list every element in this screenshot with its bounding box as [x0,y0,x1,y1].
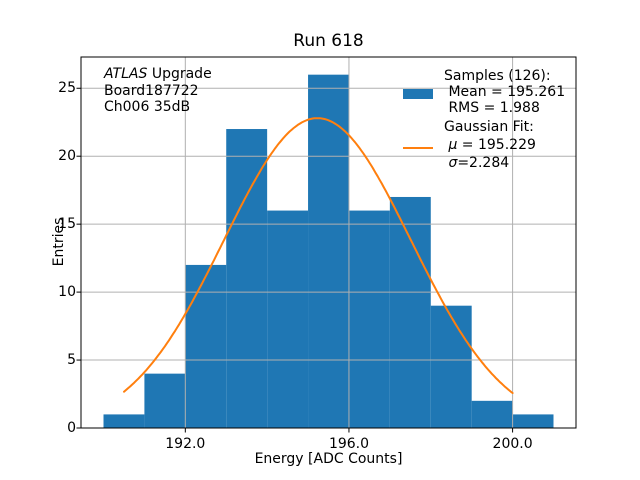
legend: Samples (126): Mean = 195.261 RMS = 1.98… [395,62,590,174]
legend-fit-header: Gaussian Fit: [444,119,534,135]
legend-rms-label: RMS = 1.988 [444,100,540,116]
mu-symbol: μ [444,137,458,153]
histogram-bar [471,400,513,428]
legend-mu-label: μ = 195.229 [444,137,536,153]
histogram-bar [267,210,309,428]
legend-samples-header: Samples (126): [444,68,551,84]
histogram-bar [185,264,227,428]
histogram-bar [389,196,431,428]
legend-samples-swatch [403,89,433,99]
annotation-upgrade: Upgrade [147,66,212,82]
histogram-bar [430,305,472,428]
x-axis-label: Energy [ADC Counts] [254,451,403,467]
sigma-symbol: σ [444,155,458,171]
histogram-bar [103,414,145,428]
annotation-line-3: Ch006 35dB [104,99,191,115]
annotation-block: ATLAS Upgrade Board187722 Ch006 35dB [104,66,212,116]
annotation-atlas: ATLAS [104,66,148,82]
x-tick-label: 192.0 [165,436,206,452]
y-tick-label: 20 [58,148,76,165]
histogram-bar [512,414,554,428]
sigma-value: =2.284 [457,155,510,171]
chart-title: Run 618 [293,31,364,51]
y-tick-label: 5 [67,352,76,369]
histogram-bar [348,210,390,428]
y-tick-label: 10 [58,284,76,301]
y-tick-label: 25 [58,80,76,97]
annotation-line-1: ATLAS Upgrade [104,66,212,83]
x-tick-label: 196.0 [328,436,370,452]
histogram-bar [308,74,349,429]
mu-value: = 195.229 [457,137,536,153]
legend-gaussian-line [403,147,433,149]
histogram-bar [226,129,268,428]
y-tick-label: 0 [67,420,76,436]
legend-sigma-label: σ=2.284 [444,156,509,171]
histogram-bar [144,373,186,428]
annotation-line-2: Board187722 [104,82,199,99]
x-tick-label: 200.0 [492,436,533,452]
legend-mean-label: Mean = 195.261 [444,84,566,100]
y-tick-label: 15 [58,216,76,233]
gaussian-fit-curve [123,117,514,394]
plot-border [80,56,577,429]
